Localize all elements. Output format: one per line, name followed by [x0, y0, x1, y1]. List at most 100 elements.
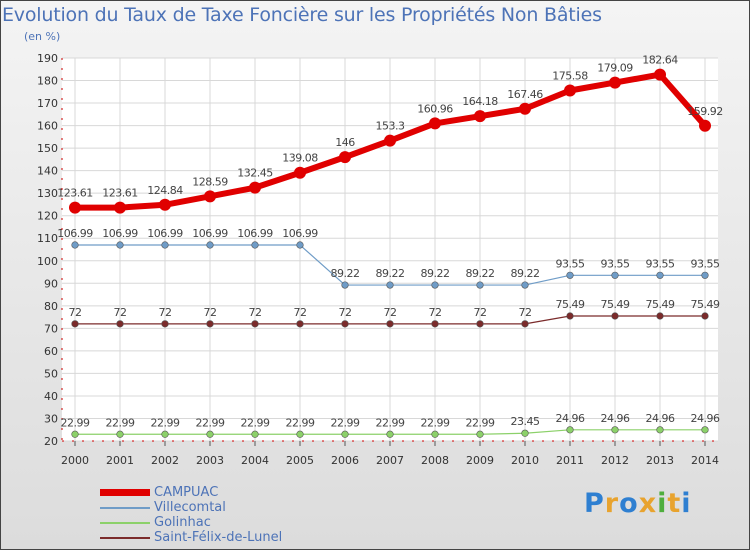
logo-letter: i: [657, 488, 668, 519]
data-point-villecomtal: [611, 271, 619, 279]
y-tick-label: 160: [37, 120, 58, 133]
data-point-golinhac: [386, 430, 394, 438]
chart-legend: CAMPUAC Villecomtal Golinhac Saint-Félix-de…: [100, 485, 282, 545]
data-label-villecomtal: 89.22: [421, 267, 450, 280]
data-point-golinhac: [296, 430, 304, 438]
data-label-villecomtal: 106.99: [102, 227, 138, 240]
data-point-saint-felix-de-lunel: [476, 320, 484, 328]
x-tick-label: 2011: [556, 454, 584, 467]
data-label-golinhac: 23.45: [511, 415, 540, 428]
data-point-saint-felix-de-lunel: [116, 320, 124, 328]
data-point-campuac: [519, 102, 531, 115]
data-label-saint-felix-de-lunel: 72: [204, 306, 217, 319]
data-point-saint-felix-de-lunel: [296, 320, 304, 328]
data-label-villecomtal: 106.99: [192, 227, 228, 240]
data-point-villecomtal: [431, 281, 439, 289]
data-point-saint-felix-de-lunel: [206, 320, 214, 328]
data-point-villecomtal: [296, 241, 304, 249]
logo-letter: t: [667, 488, 682, 519]
data-point-saint-felix-de-lunel: [341, 320, 349, 328]
data-point-saint-felix-de-lunel: [71, 320, 79, 328]
data-label-saint-felix-de-lunel: 72: [429, 306, 442, 319]
y-tick-label: 60: [44, 345, 58, 358]
data-point-saint-felix-de-lunel: [161, 320, 169, 328]
x-tick-label: 2010: [511, 454, 539, 467]
data-point-saint-felix-de-lunel: [386, 320, 394, 328]
data-label-golinhac: 22.99: [151, 416, 180, 429]
data-point-villecomtal: [566, 271, 574, 279]
data-point-campuac: [204, 190, 216, 203]
data-label-campuac: 179.09: [597, 62, 633, 75]
legend-swatch: [100, 521, 150, 524]
chart-title: Evolution du Taux de Taxe Foncière sur l…: [2, 4, 602, 26]
data-label-golinhac: 24.96: [556, 412, 585, 425]
x-tick-label: 2004: [241, 454, 269, 467]
data-point-golinhac: [611, 426, 619, 434]
data-label-saint-felix-de-lunel: 72: [69, 306, 82, 319]
data-point-villecomtal: [386, 281, 394, 289]
data-point-golinhac: [431, 430, 439, 438]
data-label-campuac: 124.84: [147, 184, 183, 197]
data-label-saint-felix-de-lunel: 72: [519, 306, 532, 319]
data-point-campuac: [564, 84, 576, 97]
y-tick-label: 50: [44, 367, 58, 380]
data-point-golinhac: [71, 430, 79, 438]
data-point-golinhac: [341, 430, 349, 438]
data-point-golinhac: [161, 430, 169, 438]
data-label-saint-felix-de-lunel: 72: [474, 306, 487, 319]
legend-item: CAMPUAC: [100, 485, 282, 500]
data-label-saint-felix-de-lunel: 72: [159, 306, 172, 319]
data-point-campuac: [69, 201, 81, 214]
data-point-campuac: [654, 68, 666, 81]
y-tick-label: 150: [37, 142, 58, 155]
data-point-villecomtal: [116, 241, 124, 249]
data-label-golinhac: 22.99: [376, 416, 405, 429]
data-label-golinhac: 22.99: [61, 416, 90, 429]
y-tick-label: 80: [44, 300, 58, 313]
data-label-villecomtal: 93.55: [691, 257, 720, 270]
x-tick-label: 2008: [421, 454, 449, 467]
data-label-villecomtal: 93.55: [556, 257, 585, 270]
y-tick-label: 140: [37, 165, 58, 178]
x-tick-label: 2003: [196, 454, 224, 467]
data-point-campuac: [474, 110, 486, 123]
data-point-villecomtal: [701, 271, 709, 279]
data-point-golinhac: [656, 426, 664, 434]
legend-swatch: [100, 489, 150, 496]
y-axis-unit-label: (en %): [24, 30, 61, 43]
data-label-villecomtal: 106.99: [57, 227, 93, 240]
legend-swatch: [100, 506, 150, 509]
y-tick-label: 20: [44, 435, 58, 448]
data-label-saint-felix-de-lunel: 75.49: [646, 298, 675, 311]
data-label-campuac: 160.96: [417, 102, 453, 115]
y-tick-label: 30: [44, 412, 58, 425]
legend-label: Golinhac: [154, 515, 211, 530]
data-point-campuac: [159, 198, 171, 211]
x-tick-label: 2006: [331, 454, 359, 467]
data-label-campuac: 123.61: [102, 187, 138, 200]
data-label-golinhac: 22.99: [196, 416, 225, 429]
proxiti-logo: Proxiti: [584, 488, 692, 519]
data-label-campuac: 164.18: [462, 95, 498, 108]
legend-label: Saint-Félix-de-Lunel: [154, 530, 283, 545]
y-tick-label: 120: [37, 210, 58, 223]
data-point-villecomtal: [206, 241, 214, 249]
data-label-saint-felix-de-lunel: 72: [294, 306, 307, 319]
logo-letter: o: [619, 488, 639, 519]
data-point-golinhac: [701, 426, 709, 434]
legend-item: Saint-Félix-de-Lunel: [100, 530, 282, 545]
data-label-campuac: 167.46: [507, 88, 543, 101]
x-tick-label: 2001: [106, 454, 134, 467]
data-label-saint-felix-de-lunel: 72: [249, 306, 262, 319]
data-label-campuac: 175.58: [552, 69, 588, 82]
data-point-saint-felix-de-lunel: [656, 312, 664, 320]
data-label-campuac: 146: [335, 136, 355, 149]
x-tick-label: 2005: [286, 454, 314, 467]
data-point-villecomtal: [161, 241, 169, 249]
data-label-villecomtal: 106.99: [147, 227, 183, 240]
data-label-campuac: 132.45: [237, 167, 273, 180]
y-tick-label: 180: [37, 75, 58, 88]
x-tick-label: 2009: [466, 454, 494, 467]
data-label-campuac: 128.59: [192, 175, 228, 188]
x-tick-label: 2012: [601, 454, 629, 467]
